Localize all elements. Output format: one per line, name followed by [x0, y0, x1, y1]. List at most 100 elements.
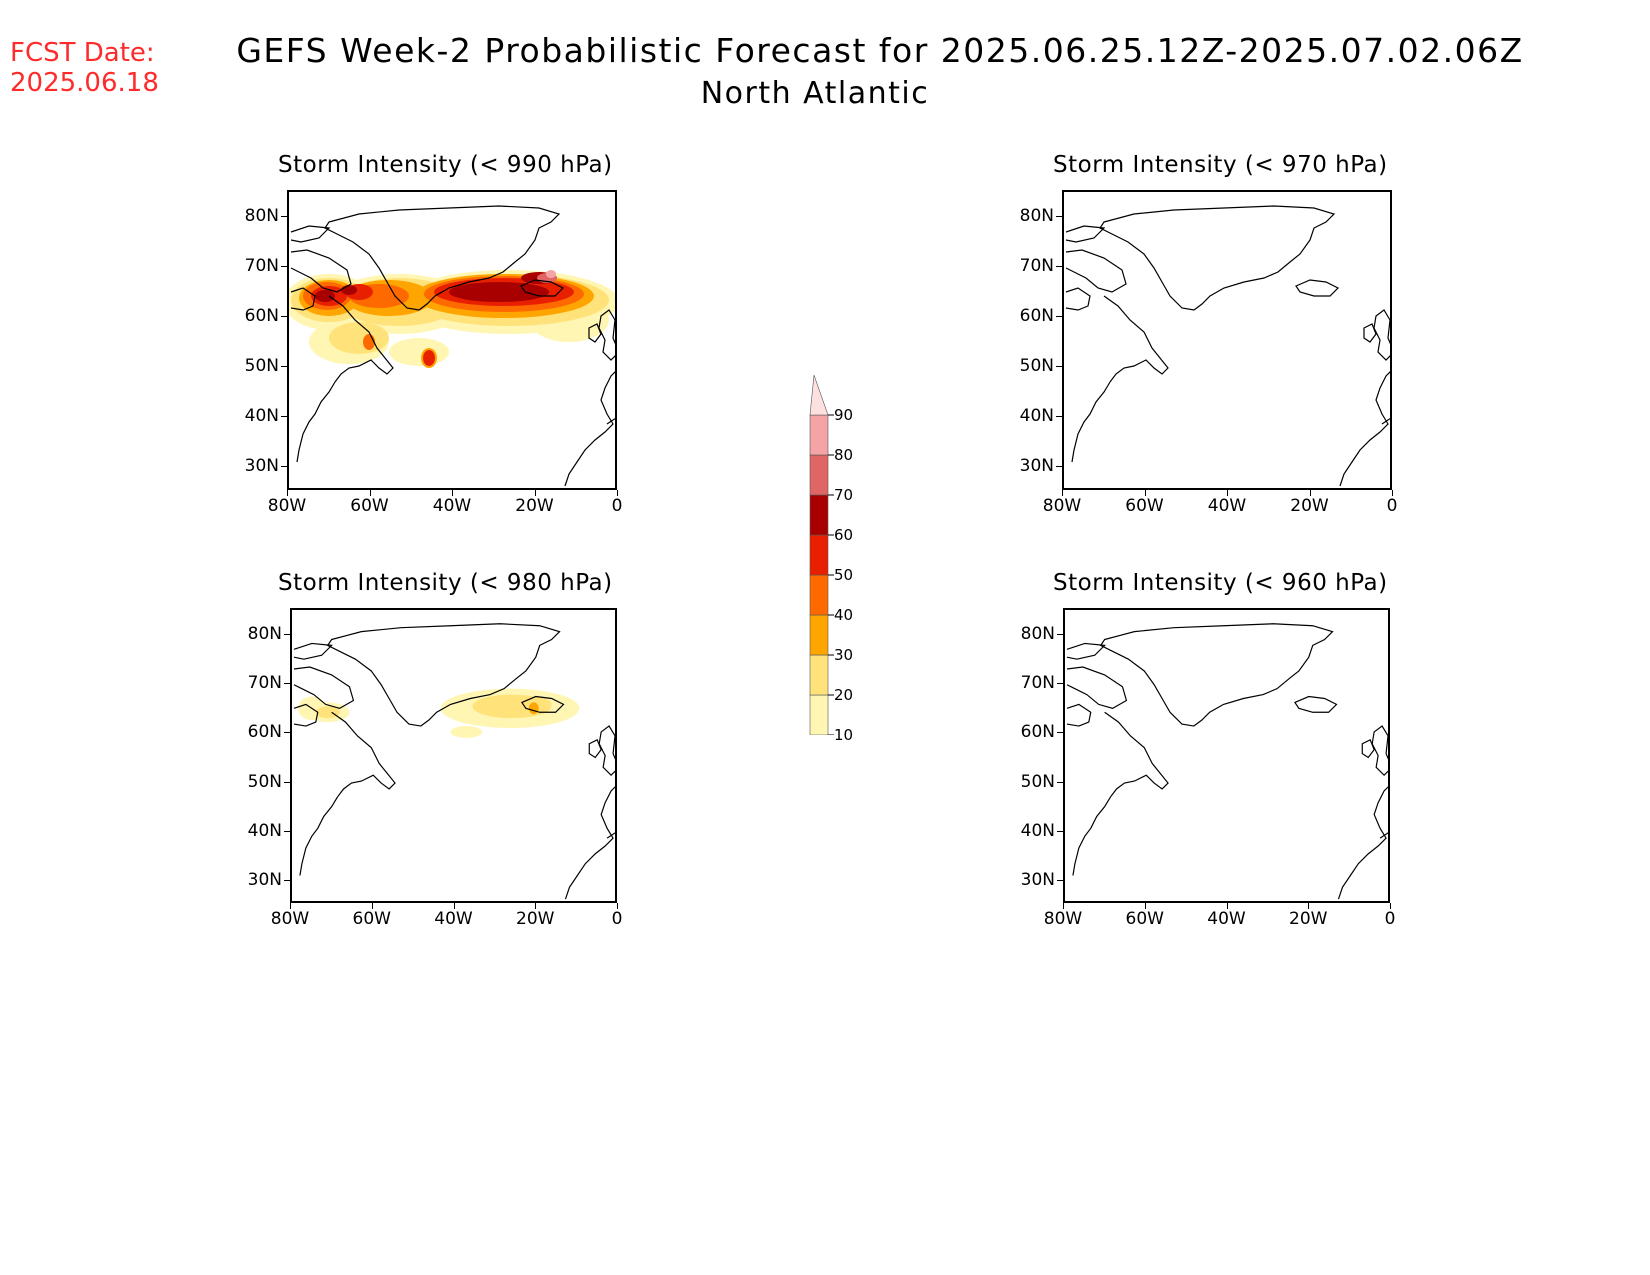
forecast-date-label: FCST Date: [10, 38, 155, 68]
lat-tick [1057, 830, 1063, 832]
colorbar: 10 20 30 40 50 60 70 80 90 [800, 335, 860, 776]
lat-label: 40N [1020, 820, 1055, 841]
lat-tick [281, 366, 287, 368]
lat-label: 50N [1019, 356, 1054, 377]
coastline [326, 623, 561, 727]
map-p960 [1066, 623, 1388, 900]
lat-tick [1057, 781, 1063, 783]
coastline [588, 738, 602, 759]
lat-tick [1056, 216, 1062, 217]
coastline [1065, 249, 1127, 293]
lon-label: 0 [1384, 909, 1396, 929]
lat-label: 50N [1020, 771, 1055, 792]
colorbar-segment [809, 454, 829, 496]
coastline [1099, 205, 1336, 311]
colorbar-top-triangle [809, 374, 829, 416]
lat-label: 60N [1019, 306, 1054, 327]
colorbar-label: 90 [834, 406, 854, 424]
lat-tick [1057, 634, 1063, 635]
lon-label: 40W [434, 909, 473, 929]
lat-tick [1056, 266, 1062, 267]
lon-label: 20W [515, 496, 554, 516]
coastline [1295, 279, 1340, 297]
coastline [564, 371, 615, 487]
probability-area [450, 726, 483, 738]
lat-label: 70N [1019, 256, 1054, 276]
lat-tick [1057, 732, 1063, 734]
lat-label: 30N [244, 456, 279, 477]
coastline [1371, 725, 1388, 777]
probability-area [315, 290, 335, 302]
lat-tick [284, 634, 290, 635]
region-subtitle: North Atlantic [700, 76, 930, 111]
coastline [293, 642, 333, 660]
map-frame-p970 [1062, 190, 1392, 490]
lat-label: 30N [1019, 456, 1054, 477]
coastline [290, 249, 352, 293]
coastline [328, 295, 394, 383]
probability-area [341, 285, 357, 295]
colorbar-label: 10 [834, 726, 854, 744]
lat-label: 30N [1020, 869, 1055, 890]
lon-tick [1392, 490, 1393, 496]
lat-label: 80N [244, 206, 279, 226]
lon-label: 60W [1125, 496, 1164, 516]
colorbar-label: 60 [834, 526, 854, 544]
lat-tick [1057, 879, 1063, 881]
lon-tick [1227, 490, 1228, 496]
colorbar-segment [809, 494, 829, 536]
coastline [606, 417, 615, 425]
lon-tick [617, 903, 618, 909]
lon-label: 20W [1289, 909, 1328, 929]
coastline [1103, 295, 1169, 383]
lat-tick [281, 266, 287, 267]
lon-label: 80W [1043, 909, 1083, 929]
coastline [299, 796, 339, 876]
colorbar-segment [809, 694, 829, 736]
lon-tick [452, 490, 453, 496]
coastline [1099, 623, 1334, 727]
lat-tick [281, 316, 287, 318]
lon-tick [369, 490, 371, 496]
main-title: GEFS Week-2 Probabilistic Forecast for 2… [236, 31, 1524, 70]
panel-title-p970: Storm Intensity (< 970 hPa) [1053, 152, 1388, 178]
panel-title-p990: Storm Intensity (< 990 hPa) [278, 152, 613, 178]
lat-label: 40N [244, 406, 279, 427]
lat-tick [1056, 466, 1062, 468]
lat-tick [1057, 683, 1063, 685]
coastline [1381, 417, 1390, 425]
colorbar-label: 30 [834, 646, 854, 664]
coastline [290, 287, 316, 311]
colorbar-label: 40 [834, 606, 854, 624]
colorbar-label: 80 [834, 446, 854, 464]
lon-tick [1309, 490, 1311, 496]
lon-label: 40W [432, 496, 472, 516]
coastline [324, 205, 561, 311]
lon-label: 40W [1207, 909, 1246, 929]
lon-label: 0 [611, 909, 623, 929]
lon-tick [1308, 903, 1310, 909]
lon-label: 80W [1042, 496, 1082, 516]
lon-tick [1063, 903, 1064, 909]
colorbar-label: 50 [834, 566, 854, 584]
colorbar-label: 70 [834, 486, 854, 504]
coastline [1379, 832, 1388, 839]
colorbar-segment [809, 534, 829, 576]
lat-tick [281, 416, 287, 418]
lon-label: 80W [267, 496, 307, 516]
lon-tick [287, 490, 288, 496]
lat-tick [284, 879, 290, 881]
probability-area [546, 270, 556, 278]
lat-tick [284, 830, 290, 832]
lon-tick [1226, 903, 1228, 909]
coastline [1071, 381, 1111, 463]
lon-label: 20W [516, 909, 555, 929]
map-frame-p960 [1063, 608, 1390, 903]
lat-tick [1056, 316, 1062, 318]
lat-label: 40N [1019, 406, 1054, 427]
coastline [293, 703, 319, 727]
probability-area [423, 350, 435, 366]
lat-label: 80N [247, 624, 282, 644]
lon-label: 60W [1125, 909, 1164, 929]
coastline [296, 381, 336, 463]
